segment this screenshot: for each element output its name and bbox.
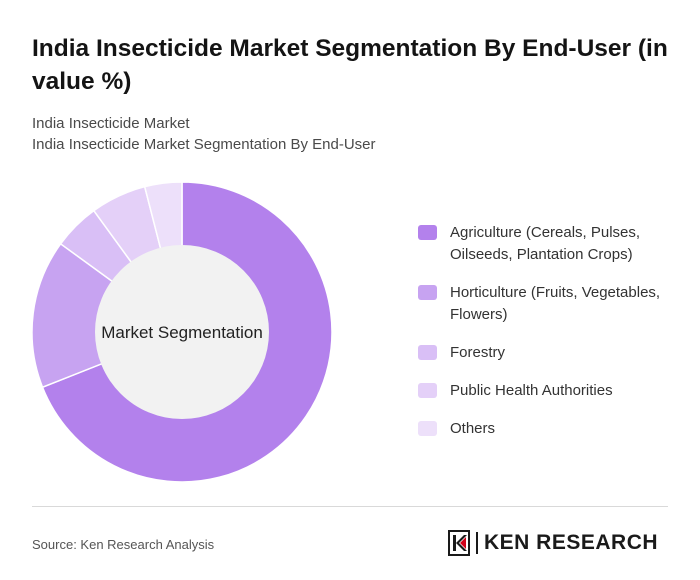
breadcrumb-item: India Insecticide Market Segmentation By… (32, 136, 376, 153)
donut-chart: Market Segmentation (31, 181, 333, 483)
donut-center-label: Market Segmentation (101, 323, 263, 342)
legend-swatch (418, 285, 437, 300)
breadcrumb: India Insecticide Market India Insectici… (32, 113, 376, 155)
legend-label: Agriculture (Cereals, Pulses, Oilseeds, … (450, 224, 641, 263)
ken-logo-icon (448, 530, 470, 556)
legend-swatch (418, 345, 437, 360)
donut-hole (95, 245, 269, 419)
legend-item[interactable]: Agriculture (Cereals, Pulses, Oilseeds, … (418, 222, 688, 266)
legend-swatch (418, 225, 437, 240)
source-note: Source: Ken Research Analysis (32, 537, 215, 552)
chart-legend: Agriculture (Cereals, Pulses, Oilseeds, … (418, 222, 688, 440)
legend-label: Public Health Authorities (450, 382, 613, 399)
logo-separator (476, 532, 478, 554)
breadcrumb-item: India Insecticide Market (32, 115, 190, 132)
legend-item[interactable]: Public Health Authorities (418, 380, 688, 402)
legend-label: Others (450, 420, 496, 437)
legend-item[interactable]: Horticulture (Fruits, Vegetables, Flower… (418, 282, 688, 326)
legend-label: Horticulture (Fruits, Vegetables, Flower… (450, 284, 661, 323)
legend-label: Forestry (450, 344, 506, 361)
ken-research-logo: KEN RESEARCH (448, 530, 658, 556)
legend-item[interactable]: Others (418, 418, 688, 440)
footer-divider (32, 506, 668, 507)
legend-swatch (418, 383, 437, 398)
logo-text: KEN RESEARCH (484, 531, 659, 554)
legend-item[interactable]: Forestry (418, 342, 688, 364)
legend-swatch (418, 421, 437, 436)
chart-title: India Insecticide Market Segmentation By… (32, 35, 668, 95)
